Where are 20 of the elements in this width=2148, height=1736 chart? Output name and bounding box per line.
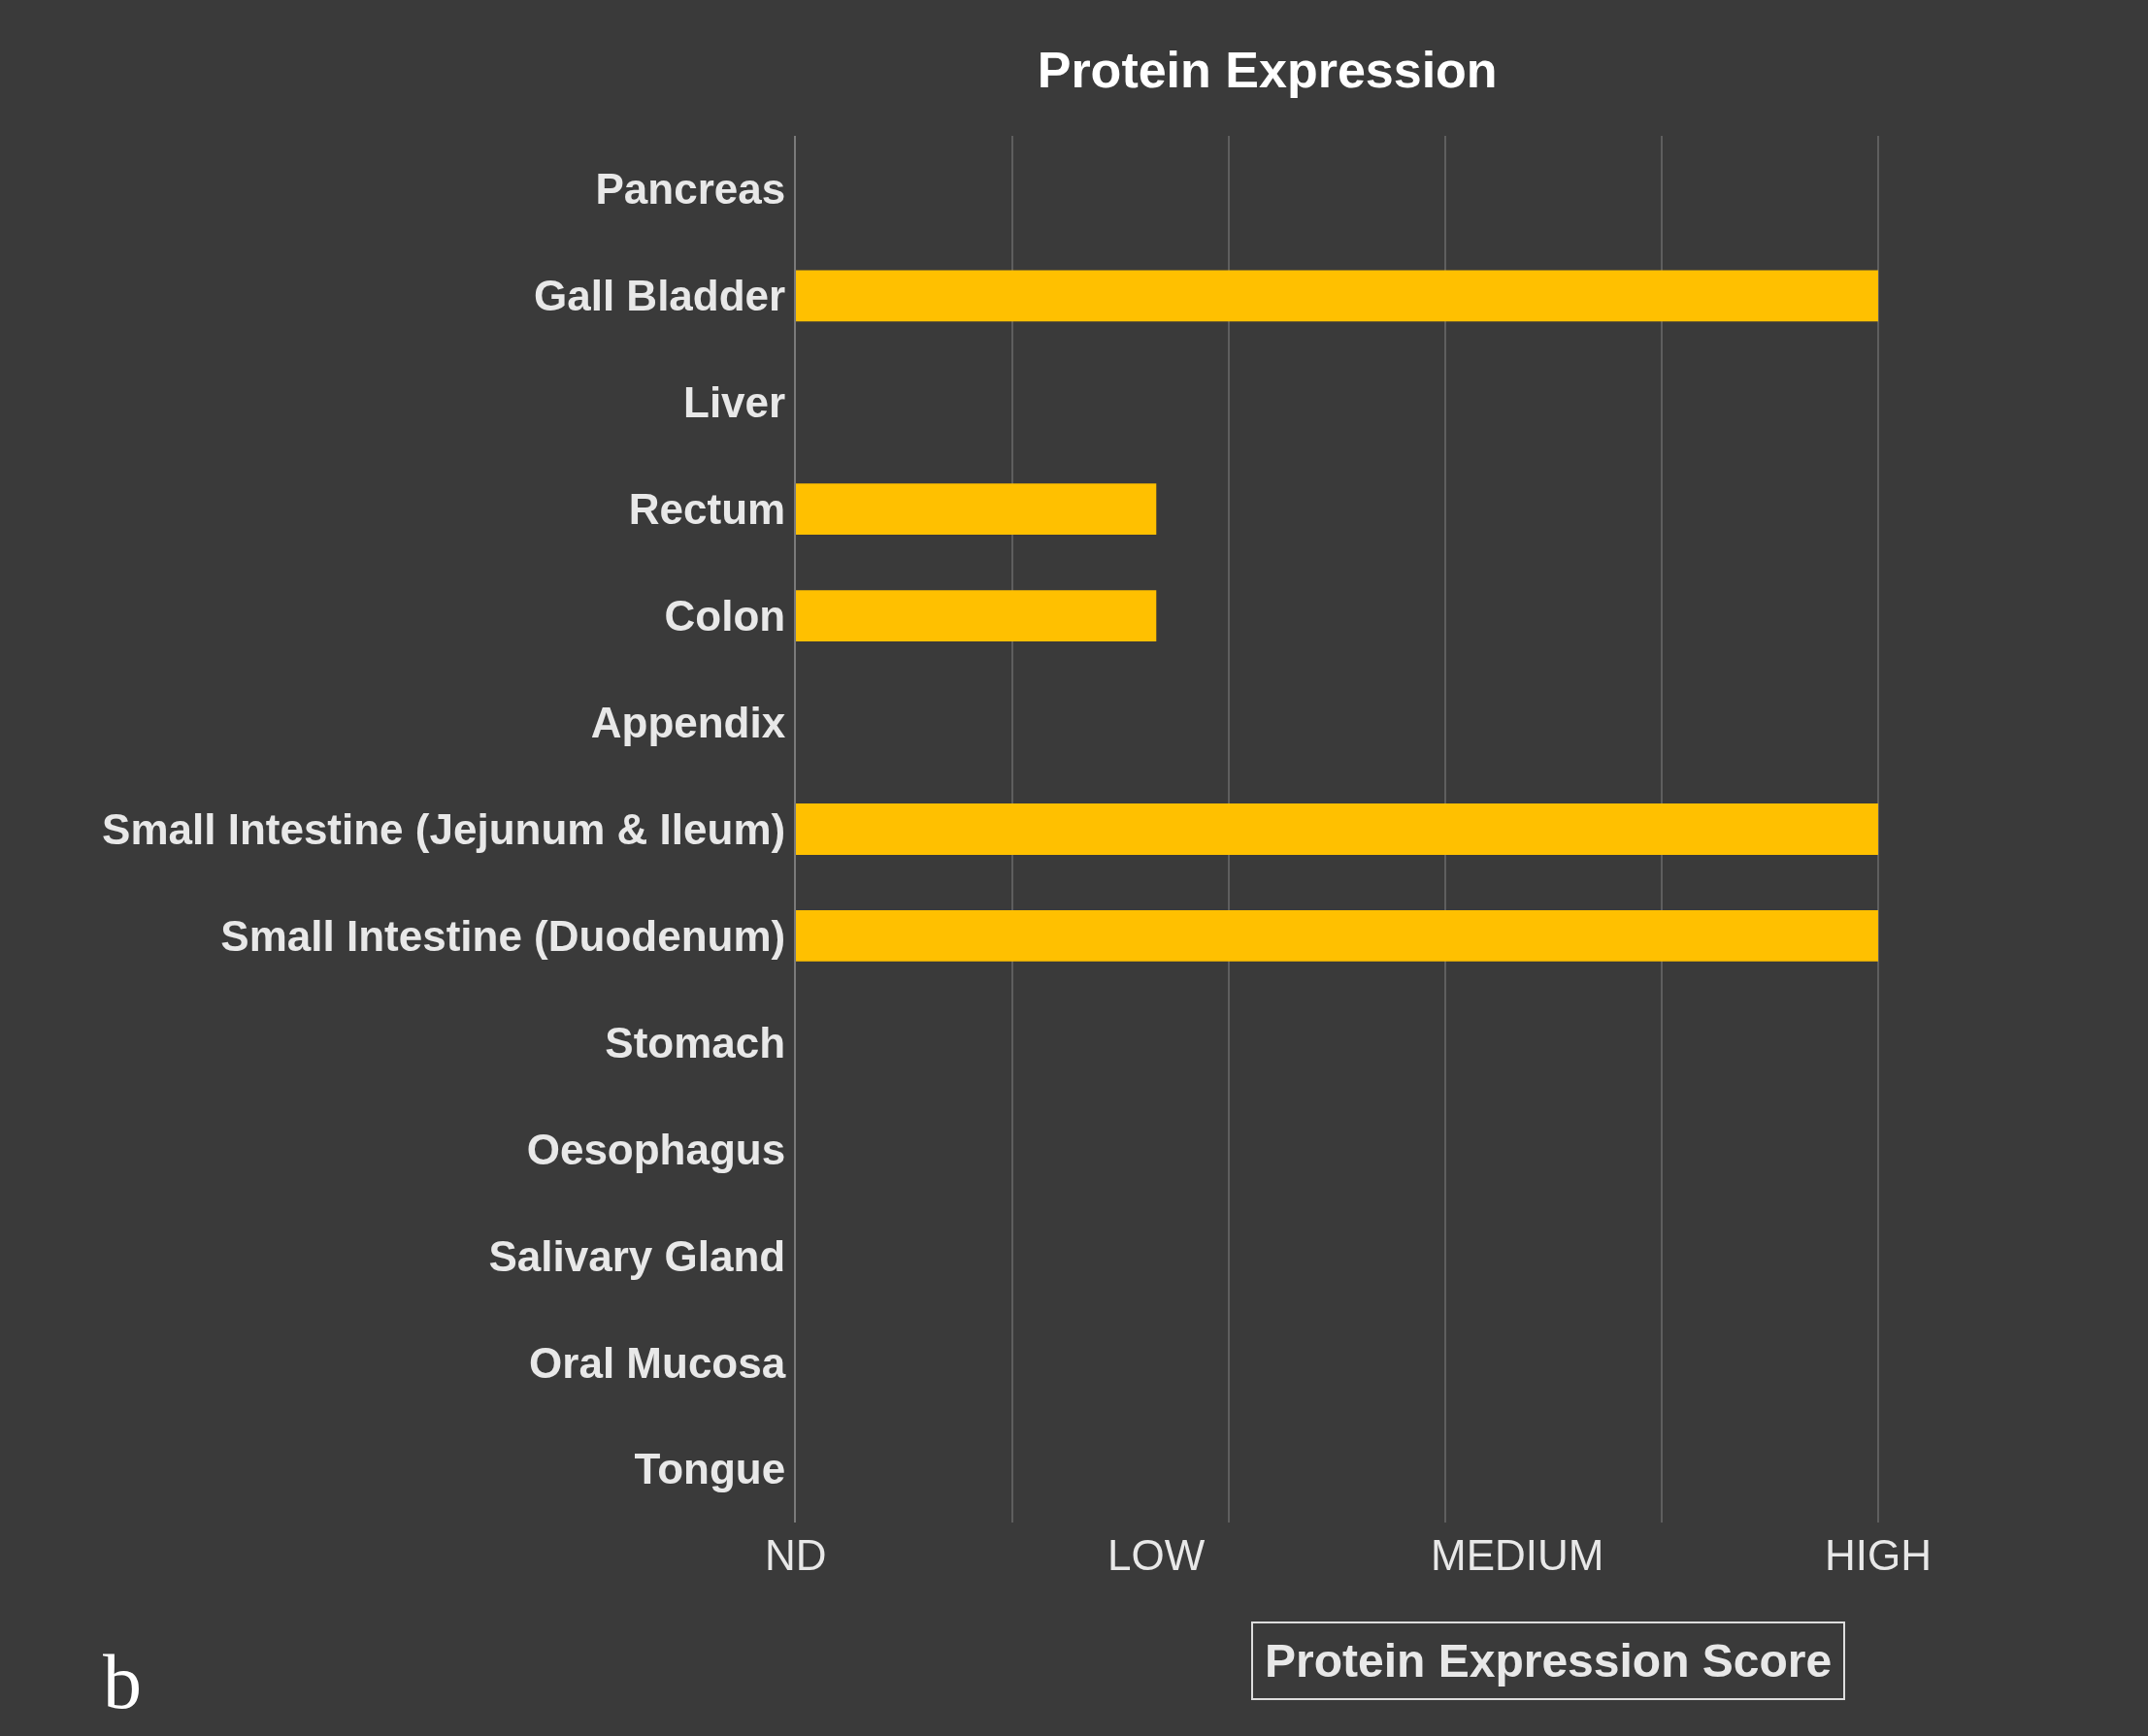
y-tick-label: Tongue (634, 1445, 786, 1493)
text: MEDIUM (1431, 1531, 1604, 1579)
text: b (103, 1639, 142, 1724)
y-tick-label: Colon (664, 592, 786, 640)
y-tick-label: Salivary Gland (488, 1231, 786, 1280)
x-axis-title: Protein Expression Score (1265, 1635, 1833, 1687)
y-tick-label: Small Intestine (Jejunum & Ileum) (102, 804, 786, 853)
text: LOW (1107, 1531, 1206, 1579)
y-tick-label: Oral Mucosa (529, 1338, 786, 1387)
y-tick-label: Small Intestine (Duodenum) (220, 911, 786, 960)
text: ND (765, 1531, 827, 1579)
y-tick-label: Pancreas (595, 165, 786, 213)
chart-title: Protein Expression (1037, 42, 1498, 99)
text: HIGH (1825, 1531, 1932, 1579)
y-tick-label: Oesophagus (526, 1125, 786, 1173)
y-tick-label: Appendix (590, 698, 786, 746)
y-tick-label: Rectum (628, 485, 786, 534)
y-tick-label: Stomach (605, 1018, 786, 1066)
y-tick-label: Liver (683, 378, 786, 427)
y-tick-label: Gall Bladder (534, 272, 786, 320)
